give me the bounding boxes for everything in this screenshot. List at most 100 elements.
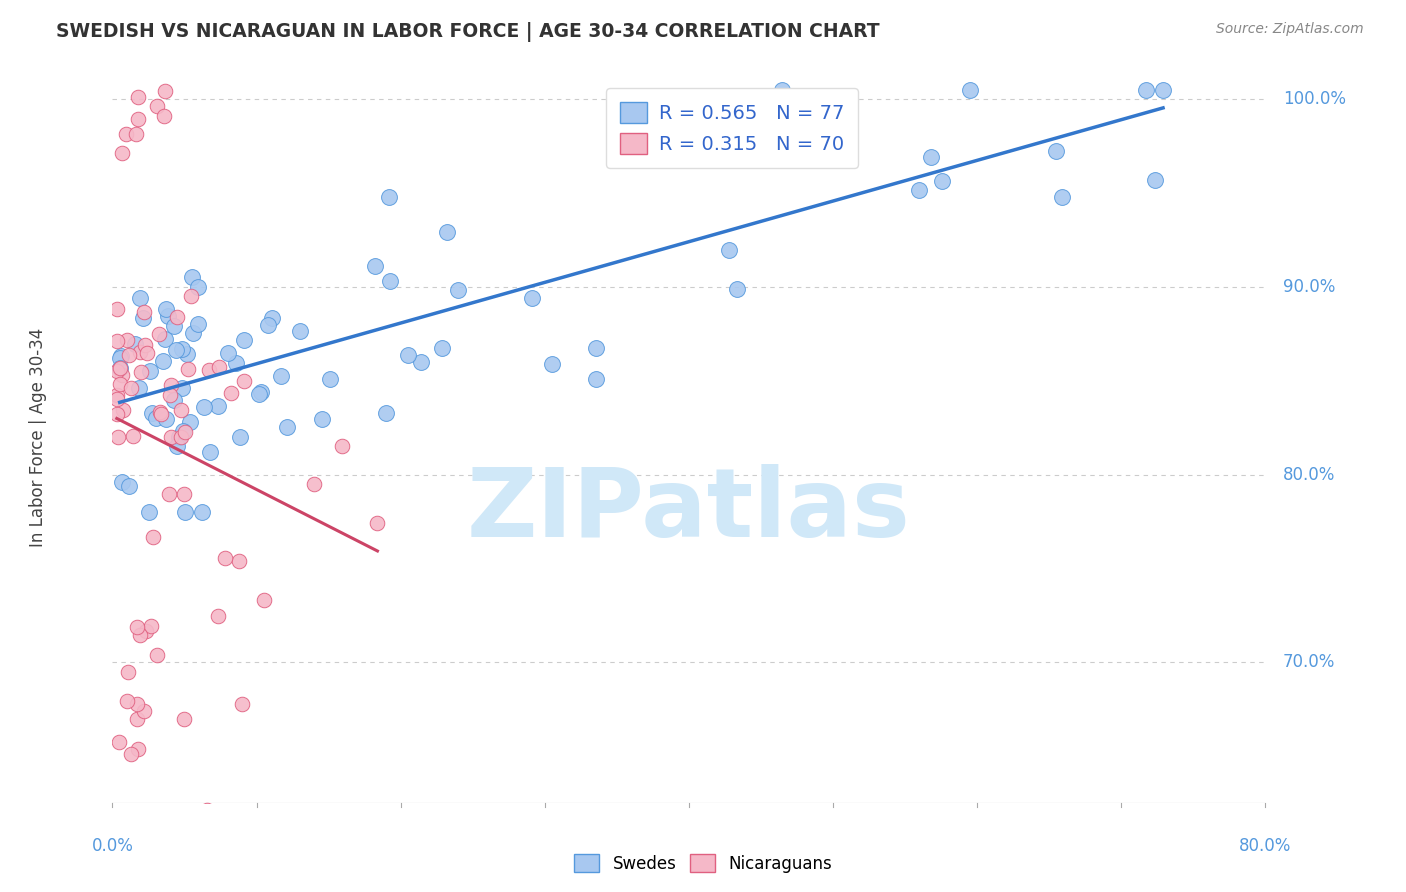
- Point: [363, 259, 385, 273]
- Point: [105, 407, 128, 421]
- Point: [163, 392, 186, 407]
- Point: [163, 318, 186, 333]
- Point: [111, 475, 134, 490]
- Point: [187, 280, 209, 294]
- Point: [128, 628, 150, 642]
- Point: [908, 182, 931, 196]
- Point: [229, 430, 252, 444]
- Point: [110, 351, 132, 365]
- Point: [169, 430, 191, 444]
- Point: [118, 479, 141, 493]
- Point: [198, 362, 221, 376]
- Point: [153, 332, 176, 346]
- Point: [114, 127, 136, 141]
- Point: [107, 334, 129, 349]
- Point: [148, 326, 170, 341]
- Point: [378, 190, 401, 204]
- Point: [247, 386, 270, 401]
- Point: [585, 372, 607, 386]
- Point: [252, 592, 274, 607]
- Point: [108, 734, 131, 748]
- Point: [108, 360, 131, 375]
- Point: [959, 83, 981, 97]
- Point: [1152, 83, 1174, 97]
- Point: [447, 283, 470, 297]
- Text: SWEDISH VS NICARAGUAN IN LABOR FORCE | AGE 30-34 CORRELATION CHART: SWEDISH VS NICARAGUAN IN LABOR FORCE | A…: [56, 22, 880, 42]
- Point: [207, 399, 229, 413]
- Point: [132, 305, 155, 319]
- Point: [228, 554, 250, 568]
- Legend: R = 0.565   N = 77, R = 0.315   N = 70: R = 0.565 N = 77, R = 0.315 N = 70: [606, 88, 858, 168]
- Point: [117, 665, 139, 679]
- Point: [174, 505, 197, 519]
- Point: [153, 84, 176, 98]
- Point: [187, 317, 209, 331]
- Point: [129, 291, 152, 305]
- Point: [135, 346, 157, 360]
- Point: [181, 326, 204, 340]
- Point: [105, 301, 128, 316]
- Point: [214, 551, 236, 566]
- Point: [738, 109, 761, 123]
- Point: [180, 289, 202, 303]
- Point: [409, 355, 432, 369]
- Point: [134, 704, 156, 718]
- Point: [131, 311, 153, 326]
- Point: [125, 711, 148, 725]
- Point: [115, 694, 138, 708]
- Point: [159, 378, 181, 392]
- Point: [173, 487, 195, 501]
- Point: [111, 368, 134, 383]
- Point: [118, 348, 141, 362]
- Point: [141, 406, 163, 420]
- Point: [218, 346, 240, 360]
- Point: [172, 424, 194, 438]
- Point: [121, 429, 143, 443]
- Point: [110, 376, 132, 391]
- Point: [111, 146, 134, 161]
- Point: [396, 347, 419, 361]
- Point: [170, 342, 193, 356]
- Point: [127, 742, 149, 756]
- Point: [166, 439, 188, 453]
- Point: [319, 372, 342, 386]
- Point: [108, 360, 131, 375]
- Point: [115, 333, 138, 347]
- Point: [378, 274, 401, 288]
- Legend: Swedes, Nicaraguans: Swedes, Nicaraguans: [568, 847, 838, 880]
- Point: [139, 619, 162, 633]
- Point: [219, 386, 242, 401]
- Point: [146, 648, 169, 662]
- Text: 0.0%: 0.0%: [91, 837, 134, 855]
- Point: [105, 363, 128, 377]
- Text: 90.0%: 90.0%: [1282, 278, 1336, 296]
- Point: [177, 362, 200, 376]
- Point: [257, 318, 280, 332]
- Point: [149, 407, 172, 421]
- Point: [127, 90, 149, 104]
- Point: [120, 747, 142, 762]
- Point: [231, 697, 253, 711]
- Point: [127, 697, 149, 711]
- Point: [124, 336, 146, 351]
- Point: [931, 174, 953, 188]
- Point: [138, 505, 160, 519]
- Point: [160, 430, 183, 444]
- Point: [134, 338, 156, 352]
- Point: [176, 347, 198, 361]
- Point: [311, 411, 333, 425]
- Point: [135, 624, 157, 638]
- Point: [170, 381, 193, 395]
- Point: [169, 402, 191, 417]
- Point: [107, 430, 129, 444]
- Point: [1052, 190, 1074, 204]
- Text: In Labor Force | Age 30-34: In Labor Force | Age 30-34: [28, 327, 46, 547]
- Point: [920, 150, 942, 164]
- Point: [181, 269, 204, 284]
- Text: ZIPatlas: ZIPatlas: [467, 464, 911, 557]
- Point: [436, 225, 458, 239]
- Point: [366, 516, 388, 530]
- Point: [262, 311, 284, 326]
- Point: [173, 712, 195, 726]
- Point: [207, 360, 229, 375]
